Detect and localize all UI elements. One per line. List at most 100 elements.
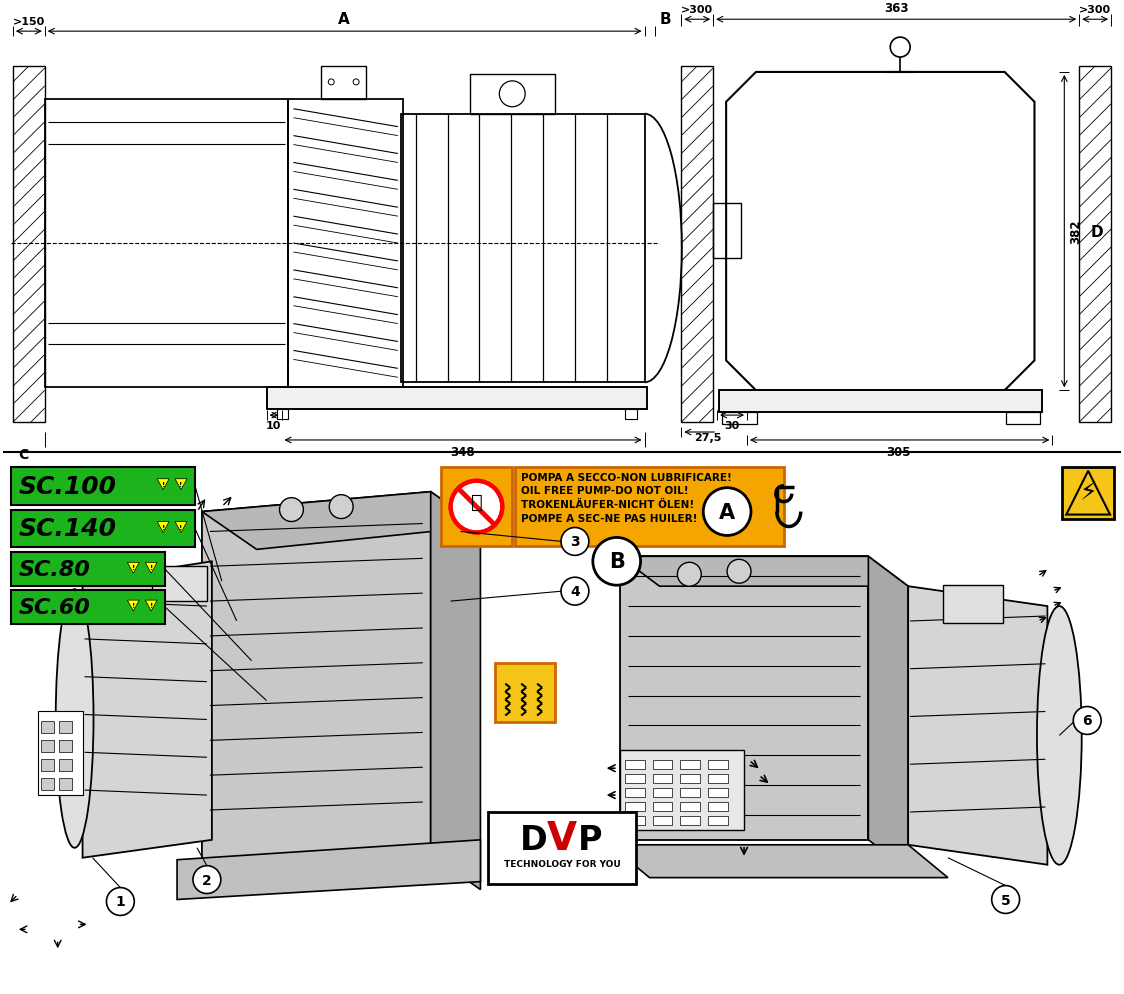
Bar: [11, 467, 194, 505]
Bar: [40, 778, 54, 790]
Bar: [680, 774, 700, 783]
Bar: [277, 410, 289, 419]
Bar: [708, 816, 728, 825]
Text: D: D: [1090, 225, 1104, 240]
Circle shape: [561, 578, 589, 605]
Bar: [515, 467, 783, 547]
Bar: [680, 802, 700, 811]
Bar: [152, 567, 207, 601]
Polygon shape: [202, 492, 480, 550]
Text: 3: 3: [570, 535, 580, 549]
Bar: [58, 722, 72, 734]
Text: 305: 305: [886, 445, 910, 458]
Bar: [722, 413, 756, 424]
Text: 10: 10: [266, 420, 281, 430]
Circle shape: [890, 38, 910, 58]
Text: P: P: [578, 823, 602, 857]
Bar: [625, 816, 644, 825]
Bar: [943, 585, 1003, 623]
Polygon shape: [430, 492, 480, 890]
Text: POMPA A SECCO-NON LUBRIFICARE!
OIL FREE PUMP-DO NOT OIL!
TROKENLÄUFER-NICHT ÖLEN: POMPA A SECCO-NON LUBRIFICARE! OIL FREE …: [522, 472, 732, 523]
Text: !: !: [149, 602, 153, 608]
Text: 382: 382: [1069, 220, 1082, 245]
Bar: [38, 711, 82, 795]
Polygon shape: [157, 522, 169, 533]
Polygon shape: [908, 586, 1048, 865]
Polygon shape: [619, 557, 908, 586]
Polygon shape: [157, 479, 169, 490]
Bar: [266, 388, 646, 410]
Text: 30: 30: [725, 420, 740, 430]
Bar: [653, 774, 672, 783]
Ellipse shape: [56, 589, 93, 848]
Bar: [653, 788, 672, 797]
Text: !: !: [149, 565, 153, 571]
Polygon shape: [175, 479, 187, 490]
Bar: [489, 812, 635, 884]
Text: C: C: [18, 447, 28, 461]
Bar: [45, 99, 289, 388]
Polygon shape: [1067, 471, 1111, 515]
Bar: [496, 663, 555, 723]
Bar: [719, 391, 1042, 413]
Text: 2: 2: [202, 873, 211, 887]
Text: !: !: [132, 602, 135, 608]
Bar: [625, 802, 644, 811]
Polygon shape: [82, 562, 212, 858]
Polygon shape: [609, 845, 948, 878]
Bar: [58, 741, 72, 752]
Text: 363: 363: [883, 2, 908, 15]
Bar: [619, 750, 744, 830]
Text: D: D: [520, 823, 549, 857]
Circle shape: [329, 495, 353, 519]
Bar: [40, 741, 54, 752]
Text: SC.140: SC.140: [19, 517, 117, 541]
Text: !: !: [180, 481, 183, 487]
Circle shape: [499, 82, 525, 107]
Polygon shape: [178, 840, 480, 900]
Circle shape: [991, 886, 1019, 913]
Text: >150: >150: [12, 17, 45, 27]
Text: SC.60: SC.60: [19, 597, 91, 617]
Polygon shape: [127, 563, 139, 574]
Bar: [708, 760, 728, 769]
Bar: [13, 67, 45, 422]
Circle shape: [280, 498, 303, 522]
Bar: [681, 67, 714, 422]
Bar: [719, 391, 1042, 413]
Circle shape: [678, 563, 701, 586]
Circle shape: [451, 481, 502, 533]
Text: !: !: [132, 565, 135, 571]
Bar: [680, 788, 700, 797]
Text: !: !: [162, 524, 165, 530]
Bar: [625, 410, 636, 419]
Bar: [321, 67, 366, 99]
Bar: [1079, 67, 1111, 422]
Circle shape: [561, 528, 589, 556]
Text: V: V: [547, 819, 577, 857]
Bar: [625, 788, 644, 797]
Bar: [58, 759, 72, 771]
Polygon shape: [726, 73, 1034, 391]
Polygon shape: [145, 563, 157, 574]
Circle shape: [193, 866, 220, 894]
Bar: [11, 553, 165, 586]
Bar: [625, 760, 644, 769]
Bar: [653, 760, 672, 769]
Bar: [58, 778, 72, 790]
Text: !: !: [162, 481, 165, 487]
Bar: [40, 759, 54, 771]
Text: 4: 4: [570, 584, 580, 598]
Circle shape: [107, 888, 134, 915]
Bar: [708, 802, 728, 811]
Bar: [708, 788, 728, 797]
Text: A: A: [719, 502, 735, 522]
Bar: [11, 590, 165, 624]
Text: A: A: [338, 12, 350, 27]
Bar: [625, 774, 644, 783]
Text: >300: >300: [681, 5, 714, 15]
Circle shape: [1073, 707, 1102, 735]
Bar: [289, 99, 402, 388]
Polygon shape: [175, 522, 187, 533]
Bar: [11, 510, 194, 548]
